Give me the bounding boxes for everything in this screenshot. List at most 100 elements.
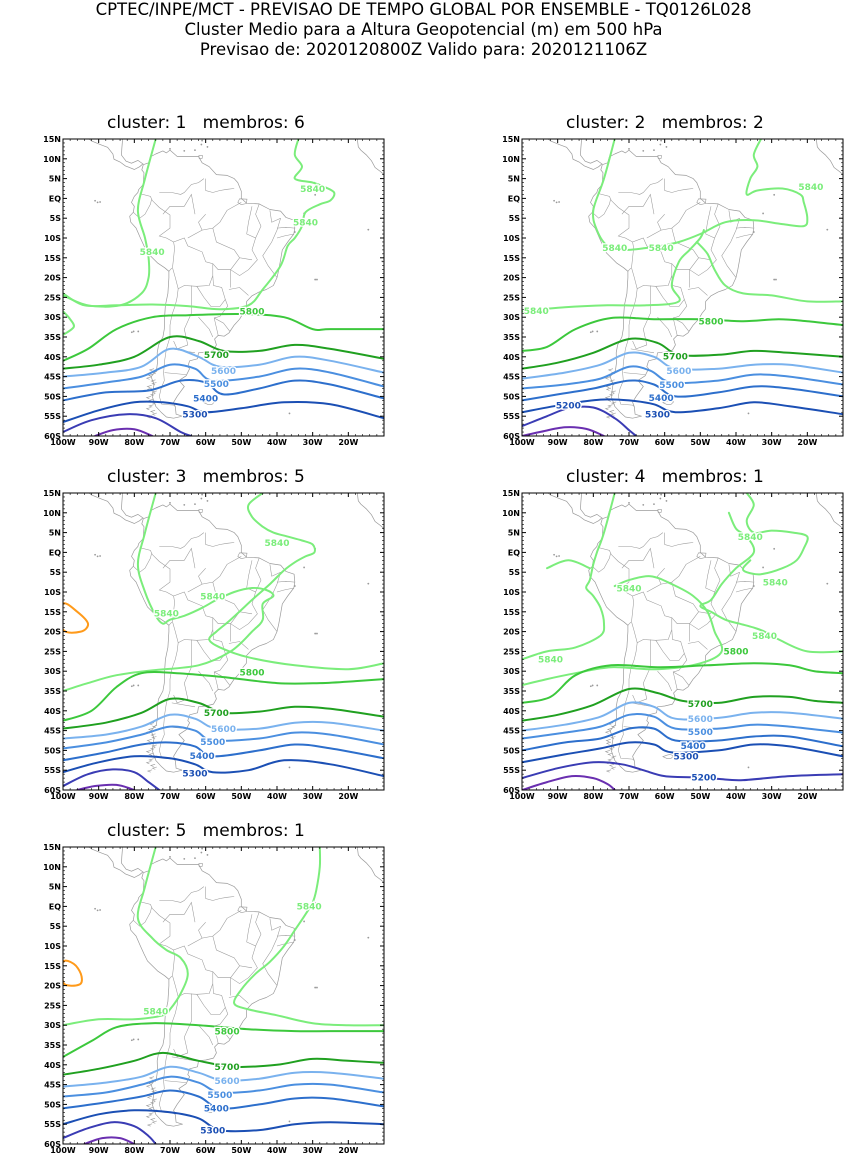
contour-line xyxy=(522,687,843,722)
country-border xyxy=(705,560,715,593)
island-dot xyxy=(316,986,318,989)
fjord-detail xyxy=(604,730,611,734)
island-dot xyxy=(183,857,186,860)
contour-label: 5700 xyxy=(204,351,229,361)
contour-label: 5300 xyxy=(674,753,699,763)
island-outline xyxy=(696,552,707,560)
contour-label: 5500 xyxy=(200,738,225,748)
country-border xyxy=(159,642,179,761)
island-dot xyxy=(183,503,186,506)
contour-line xyxy=(522,741,843,764)
lat-label: 20S xyxy=(503,274,520,283)
lat-label: 30S xyxy=(503,667,520,676)
island-dot xyxy=(200,136,202,138)
contour-line xyxy=(522,662,843,704)
fjord-detail xyxy=(607,368,614,372)
fjord-detail xyxy=(607,752,613,756)
contour-line xyxy=(546,559,591,570)
contour-label: 5600 xyxy=(666,367,691,377)
africa-coastline xyxy=(815,493,843,530)
island-dot xyxy=(665,500,668,502)
contour-label: 5840 xyxy=(616,584,641,594)
fjord-detail xyxy=(146,1095,153,1099)
country-border xyxy=(196,983,226,1015)
contour-line xyxy=(63,1065,384,1088)
lon-label: 50W xyxy=(231,792,251,801)
island-outline xyxy=(237,552,248,560)
fjord-detail xyxy=(149,410,156,413)
country-border xyxy=(618,178,664,195)
contour-line xyxy=(63,363,384,390)
country-border xyxy=(172,945,214,998)
country-border xyxy=(618,288,638,407)
lat-label: 35S xyxy=(44,333,61,342)
lat-label: EQ xyxy=(49,548,61,557)
island-dot xyxy=(826,582,829,585)
country-border xyxy=(671,611,699,624)
lat-label: 10S xyxy=(44,942,61,951)
country-border xyxy=(657,568,665,585)
lon-label: 60W xyxy=(196,1146,216,1155)
lon-label: 60W xyxy=(655,792,675,801)
country-border xyxy=(269,918,281,931)
contour-line xyxy=(522,701,843,732)
fjord-detail xyxy=(609,379,615,383)
country-border xyxy=(212,582,253,615)
lat-label: 35S xyxy=(503,687,520,696)
island-dot xyxy=(367,936,370,939)
country-border xyxy=(230,911,262,996)
island-dot xyxy=(659,143,662,146)
island-dot xyxy=(194,503,196,505)
country-border xyxy=(228,287,249,296)
country-border xyxy=(721,218,740,278)
country-border xyxy=(246,560,256,593)
contour-label: 5840 xyxy=(538,656,563,666)
country-border xyxy=(657,214,665,231)
lat-label: 5S xyxy=(509,568,521,577)
fjord-detail xyxy=(149,764,156,767)
lat-label: 30S xyxy=(503,313,520,322)
lon-label: 30W xyxy=(762,792,782,801)
contour-label: 5700 xyxy=(215,1063,240,1073)
lat-label: 30S xyxy=(44,667,61,676)
country-border xyxy=(213,1007,229,1044)
country-border xyxy=(646,202,701,239)
fjord-detail xyxy=(150,379,156,383)
panel-3-title: cluster: 3 membros: 5 xyxy=(107,467,305,487)
africa-coastline xyxy=(815,139,843,176)
lon-label: 80W xyxy=(124,438,144,447)
country-border xyxy=(133,907,152,927)
country-border xyxy=(159,532,205,549)
fjord-detail xyxy=(148,368,155,372)
contour-label: 5200 xyxy=(691,774,716,784)
country-border xyxy=(735,587,753,593)
island-dot xyxy=(99,909,101,911)
island-dot xyxy=(314,986,317,989)
fjord-detail xyxy=(148,404,154,408)
lon-label: 30W xyxy=(762,438,782,447)
lon-label: 20W xyxy=(797,438,817,447)
contour-label: 5840 xyxy=(297,903,322,913)
country-border xyxy=(276,587,294,593)
island-dot xyxy=(200,851,203,854)
island-dot xyxy=(659,136,661,138)
lat-label: 60S xyxy=(44,786,61,795)
island-dot xyxy=(367,582,370,585)
south-america-coastline xyxy=(588,149,755,419)
country-border xyxy=(705,206,715,239)
fjord-detail xyxy=(149,1118,156,1121)
fjord-detail xyxy=(148,758,154,762)
country-border xyxy=(657,317,673,338)
fjord-detail xyxy=(610,401,617,405)
lat-label: 50S xyxy=(503,746,520,755)
country-border xyxy=(627,267,632,272)
lat-label: 10N xyxy=(502,509,520,518)
contour-label: 5840 xyxy=(798,183,823,193)
island-dot xyxy=(96,201,99,204)
header-subtitle: Cluster Medio para a Altura Geopotencial… xyxy=(184,20,663,39)
country-border xyxy=(621,193,655,215)
island-dot xyxy=(200,490,202,492)
lat-label: 45S xyxy=(44,373,61,382)
contour-label: 5600 xyxy=(688,715,713,725)
contour-label: 5800 xyxy=(723,648,748,658)
